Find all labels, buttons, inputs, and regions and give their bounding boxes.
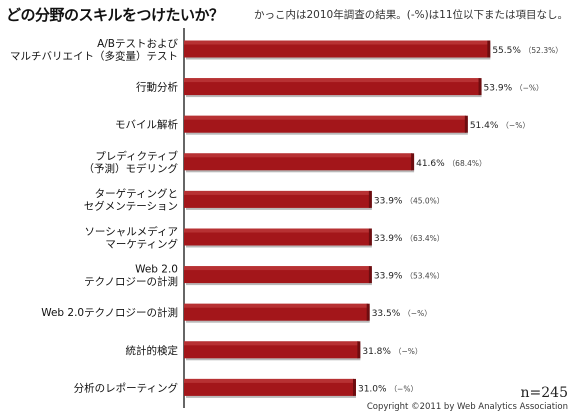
category-label: 行動分析: [136, 81, 178, 94]
bar-end-cap: [352, 378, 356, 396]
bar-highlight: [184, 40, 489, 45]
bar-end-cap: [368, 266, 372, 284]
bar: [184, 78, 480, 96]
bar-highlight: [184, 78, 480, 83]
bar-highlight: [184, 378, 354, 383]
value-label: 33.9% （45.0%）: [374, 196, 444, 206]
bar-end-cap: [368, 190, 372, 208]
category-label: 統計的検定: [126, 344, 179, 357]
bar-end-cap: [478, 78, 482, 96]
category-label: モバイル解析: [115, 118, 178, 131]
bar: [184, 190, 370, 208]
value-label: 55.5% （52.3%）: [492, 46, 562, 56]
value-label: 53.9% （−%）: [484, 84, 544, 94]
category-label: Web 2.0テクノロジーの計測: [41, 306, 178, 319]
value-label: 33.9% （53.4%）: [374, 272, 444, 282]
bar-end-cap: [487, 40, 491, 58]
bar: [184, 115, 466, 133]
copyright-text: Copyright ©2011 by Web Analytics Associa…: [366, 402, 568, 412]
value-label: 31.8% （−%）: [362, 347, 422, 357]
bar-end-cap: [357, 341, 361, 359]
bar-highlight: [184, 115, 466, 120]
sample-size-label: n=245: [520, 385, 568, 401]
bar: [184, 153, 413, 171]
category-label: A/Bテストおよびマルチバリエイト（多変量）テスト: [10, 38, 178, 63]
bar-end-cap: [368, 228, 372, 246]
bar: [184, 341, 359, 359]
category-label: プレディクティブ（予測）モデリング: [84, 150, 179, 176]
bar: [184, 303, 368, 321]
category-label: ターゲティングとセグメンテーション: [84, 187, 178, 213]
value-label: 31.0% （−%）: [358, 384, 418, 394]
bar: [184, 40, 489, 58]
value-label: 51.4% （−%）: [470, 121, 530, 131]
bar-highlight: [184, 190, 370, 195]
category-label: ソーシャルメディアマーケティング: [84, 225, 178, 251]
bar-highlight: [184, 341, 359, 346]
bar: [184, 228, 370, 246]
value-label: 33.9% （63.4%）: [374, 234, 444, 244]
bar-end-cap: [411, 153, 415, 171]
chart-note: かっこ内は2010年調査の結果。(-%)は11位以下または項目なし。: [254, 9, 569, 21]
bar: [184, 266, 370, 284]
bar-end-cap: [464, 115, 468, 133]
bar-highlight: [184, 303, 368, 308]
bar-highlight: [184, 266, 370, 271]
value-label: 41.6% （68.4%）: [416, 159, 486, 169]
chart-title: どの分野のスキルをつけたいか？: [6, 6, 224, 24]
category-label: 分析のレポーティング: [74, 381, 179, 394]
bar-highlight: [184, 153, 413, 158]
bar-highlight: [184, 228, 370, 233]
bar-end-cap: [366, 303, 370, 321]
bar: [184, 378, 354, 396]
value-label: 33.5% （−%）: [372, 309, 432, 319]
